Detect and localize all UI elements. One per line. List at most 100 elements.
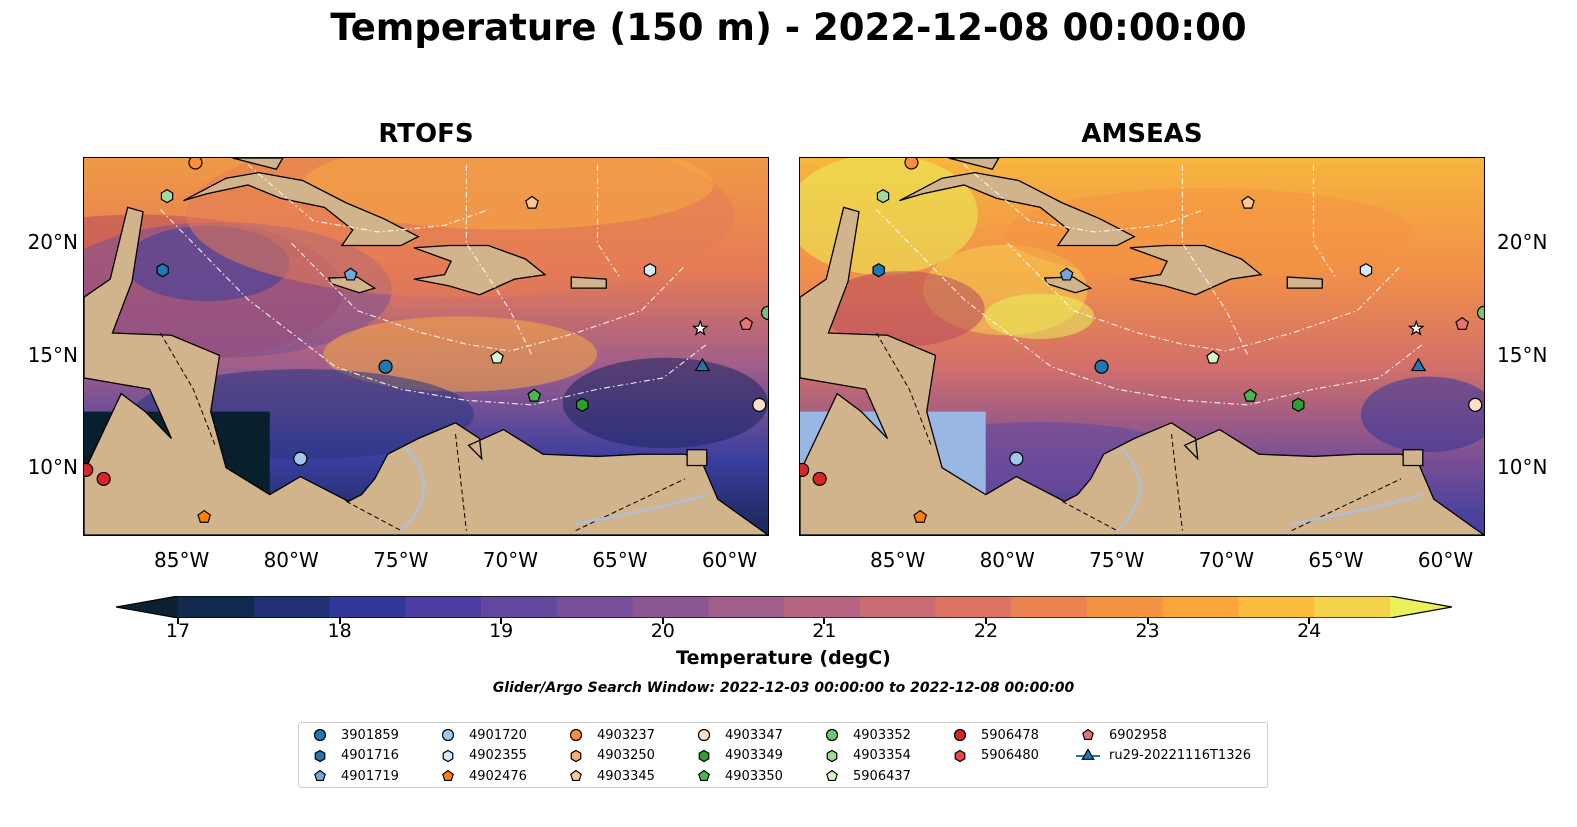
circle-marker-icon bbox=[825, 728, 839, 742]
float-marker-3901859[interactable] bbox=[378, 359, 393, 374]
lon-tick-label: 80°W bbox=[979, 548, 1035, 572]
legend-item-label: 4903354 bbox=[853, 748, 911, 763]
legend: 3901859 4901716 4901719 4901720 4902355 49024… bbox=[298, 722, 1268, 788]
legend-item-label: 5906478 bbox=[981, 727, 1039, 743]
colorbar-tick-mark bbox=[823, 618, 826, 624]
legend-item-label: 4902355 bbox=[469, 748, 527, 763]
float-marker-4901716[interactable] bbox=[156, 263, 169, 278]
colorbar-segment bbox=[1238, 596, 1315, 618]
float-marker-5906478[interactable] bbox=[84, 462, 94, 477]
float-marker-4901720[interactable] bbox=[293, 451, 308, 466]
map-panel-rtofs[interactable] bbox=[83, 157, 769, 536]
legend-item-label: 6902958 bbox=[1109, 727, 1167, 743]
hexagon-marker-icon bbox=[954, 749, 966, 762]
colorbar-segment bbox=[329, 596, 406, 618]
legend-item-4903347: 4903347 bbox=[691, 725, 783, 745]
colorbar-tick-label: 19 bbox=[489, 620, 514, 642]
float-marker-glider-track-end[interactable] bbox=[691, 319, 709, 336]
float-marker-4901720[interactable] bbox=[1009, 451, 1024, 466]
panel-title-amseas: AMSEAS bbox=[1081, 119, 1203, 149]
lon-tick-label: 80°W bbox=[263, 548, 319, 572]
float-marker-4903349[interactable] bbox=[576, 397, 589, 412]
legend-item-label: 4902476 bbox=[469, 768, 527, 784]
float-marker-ru29-20221116T1326[interactable] bbox=[1410, 357, 1427, 372]
pentagon-marker-icon bbox=[698, 769, 710, 782]
map-panel-amseas[interactable] bbox=[799, 157, 1485, 536]
colorbar bbox=[115, 595, 1453, 619]
colorbar-tick-label: 21 bbox=[812, 620, 837, 642]
float-marker-4903350[interactable] bbox=[527, 388, 542, 402]
colorbar-segment bbox=[1087, 596, 1164, 618]
legend-item-4901719: 4901719 bbox=[307, 766, 399, 786]
colorbar-segment bbox=[178, 596, 255, 618]
legend-item-label: ru29-20221116T1326 bbox=[1109, 748, 1252, 763]
float-marker-4903354[interactable] bbox=[876, 188, 890, 204]
lon-tick-label: 60°W bbox=[701, 548, 758, 572]
legend-item-4901720: 4901720 bbox=[435, 725, 527, 745]
float-marker-4901719[interactable] bbox=[1059, 267, 1074, 281]
float-marker-4903354[interactable] bbox=[160, 188, 174, 204]
legend-item-label: 4903350 bbox=[725, 768, 783, 784]
colorbar-segment bbox=[405, 596, 482, 618]
colorbar-segment bbox=[556, 596, 634, 618]
lat-tick-label-left: 10°N bbox=[27, 455, 78, 480]
legend-item-ru29-20221116T1326: ru29-20221116T1326 bbox=[1075, 746, 1251, 766]
legend-item-5906437: 5906437 bbox=[819, 766, 911, 786]
float-marker-4903345[interactable] bbox=[525, 195, 539, 209]
legend-item-label: 5906480 bbox=[981, 748, 1039, 763]
lon-tick-label: 60°W bbox=[1417, 548, 1474, 572]
float-marker-4902476[interactable] bbox=[197, 509, 212, 523]
colorbar-tick-label: 20 bbox=[650, 620, 675, 642]
float-marker-5906437[interactable] bbox=[1206, 350, 1220, 364]
legend-item-label: 4903250 bbox=[597, 748, 655, 763]
legend-item-label: 5906437 bbox=[853, 768, 911, 784]
lat-tick-label-right: 20°N bbox=[1497, 229, 1548, 254]
float-marker-5906478[interactable] bbox=[800, 462, 810, 477]
float-marker-4903345[interactable] bbox=[1241, 195, 1255, 209]
float-marker-4902476[interactable] bbox=[913, 509, 928, 523]
float-marker-4903349[interactable] bbox=[1292, 397, 1305, 412]
float-marker-4903350[interactable] bbox=[1243, 388, 1258, 402]
circle-marker-icon bbox=[441, 728, 455, 742]
float-marker-6902958[interactable] bbox=[739, 316, 754, 330]
legend-item-label: 4903347 bbox=[725, 727, 783, 743]
colorbar-segment bbox=[1162, 596, 1240, 618]
float-marker-4903237[interactable] bbox=[904, 158, 919, 170]
float-marker-5906480[interactable] bbox=[812, 471, 827, 486]
float-marker-ru29-20221116T1326[interactable] bbox=[694, 357, 711, 372]
legend-item-4903237: 4903237 bbox=[563, 725, 655, 745]
float-marker-4902355[interactable] bbox=[643, 263, 657, 278]
float-marker-4903352[interactable] bbox=[760, 305, 768, 320]
float-marker-4901719[interactable] bbox=[343, 267, 358, 281]
float-marker-5906480[interactable] bbox=[96, 471, 111, 486]
lat-tick-label-right: 15°N bbox=[1497, 342, 1548, 367]
colorbar-tick-mark bbox=[661, 618, 664, 624]
float-marker-6902958[interactable] bbox=[1455, 316, 1470, 330]
legend-item-4902355: 4902355 bbox=[435, 746, 527, 766]
legend-item-4903345: 4903345 bbox=[563, 766, 655, 786]
colorbar-extend-low bbox=[116, 596, 178, 618]
float-marker-4902355[interactable] bbox=[1359, 263, 1373, 278]
colorbar-extend-high bbox=[1390, 596, 1452, 618]
float-marker-4903352[interactable] bbox=[1476, 305, 1484, 320]
legend-item-5906480: 5906480 bbox=[947, 746, 1039, 766]
float-marker-4903347[interactable] bbox=[1468, 397, 1483, 412]
legend-item-3901859: 3901859 bbox=[307, 725, 399, 745]
float-marker-4903347[interactable] bbox=[752, 397, 767, 412]
lat-tick-label-left: 20°N bbox=[27, 229, 78, 254]
float-marker-5906437[interactable] bbox=[490, 350, 504, 364]
float-marker-4903237[interactable] bbox=[188, 158, 203, 170]
colorbar-segment bbox=[253, 596, 331, 618]
hexagon-marker-icon bbox=[314, 749, 326, 762]
colorbar-segment bbox=[1011, 596, 1088, 618]
colorbar-tick-mark bbox=[177, 618, 179, 624]
lon-tick-label: 65°W bbox=[1308, 548, 1364, 572]
float-marker-glider-track-end[interactable] bbox=[1407, 319, 1425, 336]
panel-title-rtofs: RTOFS bbox=[378, 119, 474, 149]
float-marker-3901859[interactable] bbox=[1094, 359, 1109, 374]
colorbar-segment bbox=[784, 596, 861, 618]
hexagon-marker-icon bbox=[826, 749, 838, 762]
float-marker-4901716[interactable] bbox=[872, 263, 885, 278]
legend-item-4903352: 4903352 bbox=[819, 725, 911, 745]
pentagon-marker-icon bbox=[570, 769, 582, 782]
